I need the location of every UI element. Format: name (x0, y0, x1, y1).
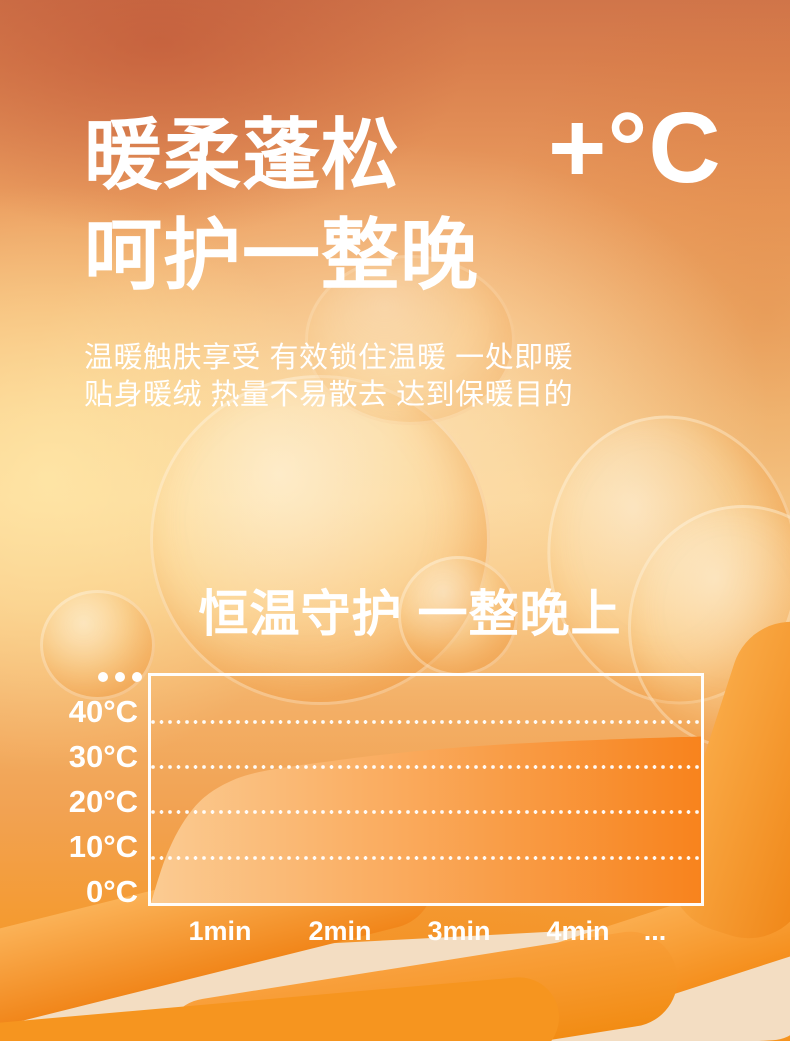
bubble-decoration (398, 556, 518, 676)
hero-title-line1: 暖柔蓬松 (84, 111, 401, 199)
y-axis-more-dots-icon (98, 672, 142, 682)
plot-area (148, 673, 704, 906)
y-tick-label: 20°C (68, 784, 138, 819)
hero-subtitle-line2: 贴身暖绒 热量不易散去 达到保暖目的 (84, 379, 574, 411)
bubble-decoration (305, 255, 515, 425)
hero-subtitle-line1: 温暖触肤享受 有效锁住温暖 一处即暖 (84, 342, 574, 374)
y-tick-label: 0°C (85, 874, 138, 909)
hero-title: 暖柔蓬松 呵护一整晚 (84, 105, 479, 305)
hero-title-line2: 呵护一整晚 (84, 211, 480, 299)
y-tick-label: 30°C (68, 739, 138, 774)
x-tick-label: ... (643, 916, 667, 946)
x-tick-label: 3min (427, 916, 491, 946)
temperature-area-series (151, 736, 701, 903)
x-tick-label: 1min (188, 916, 252, 946)
dot-icon (132, 672, 142, 682)
temp-increase-badge: +°C (548, 92, 722, 204)
gridline-40c (151, 720, 701, 724)
gridline-30c (151, 765, 701, 769)
y-tick-label: 40°C (68, 694, 138, 729)
hero-subtitle: 温暖触肤享受 有效锁住温暖 一处即暖 贴身暖绒 热量不易散去 达到保暖目的 (84, 340, 573, 414)
temperature-area-chart (151, 736, 701, 903)
chart-title: 恒温守护 一整晚上 (198, 586, 622, 642)
y-tick-label: 10°C (68, 829, 138, 864)
x-tick-label: 4min (546, 916, 610, 946)
dot-icon (98, 672, 108, 682)
dot-icon (115, 672, 125, 682)
x-tick-label: 2min (308, 916, 372, 946)
gridline-10c (151, 856, 701, 860)
gridline-20c (151, 810, 701, 814)
